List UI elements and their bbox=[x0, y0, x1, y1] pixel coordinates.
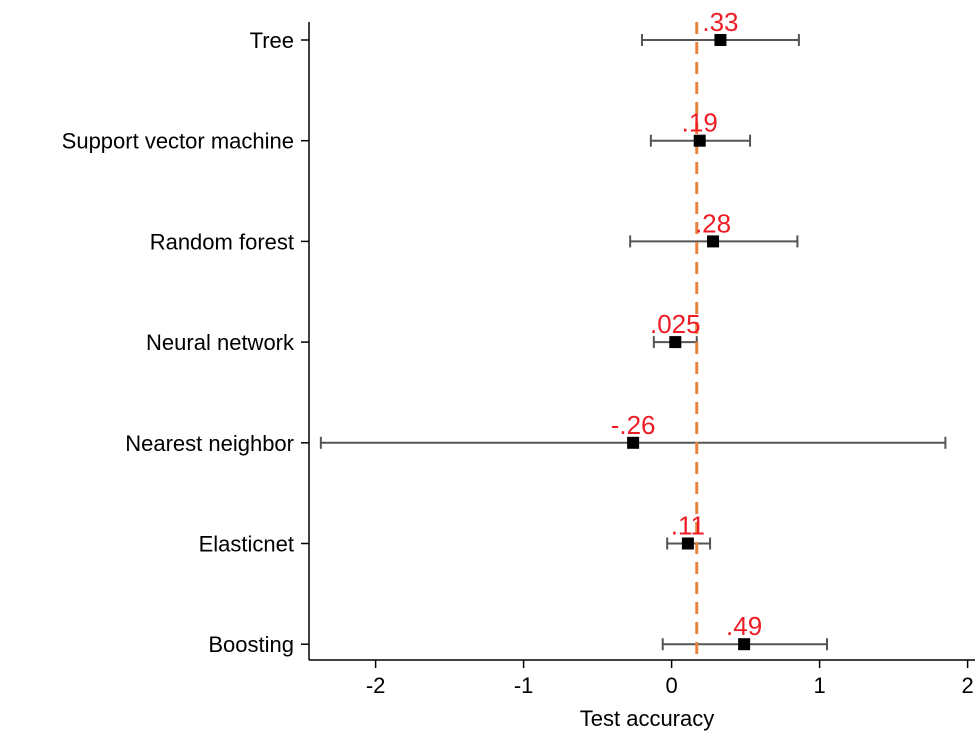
category-label-tree: Tree bbox=[250, 28, 294, 53]
point-estimates bbox=[627, 34, 751, 651]
x-axis-title: Test accuracy bbox=[580, 706, 715, 731]
value-label-support-vector-machine: .19 bbox=[682, 108, 718, 138]
category-label-boosting: Boosting bbox=[208, 632, 294, 657]
x-tick-label: 0 bbox=[665, 673, 677, 698]
point-marker-random-forest bbox=[707, 235, 720, 248]
point-marker-elasticnet bbox=[681, 537, 694, 550]
confidence-intervals bbox=[319, 34, 947, 651]
category-label-nearest-neighbor: Nearest neighbor bbox=[125, 431, 294, 456]
x-tick-label: -2 bbox=[366, 673, 386, 698]
point-marker-neural-network bbox=[669, 336, 682, 349]
x-tick-label: -1 bbox=[514, 673, 534, 698]
value-label-nearest-neighbor: -.26 bbox=[611, 410, 656, 440]
value-label-random-forest: .28 bbox=[695, 208, 731, 238]
value-label-boosting: .49 bbox=[726, 611, 762, 641]
point-marker-support-vector-machine bbox=[693, 134, 706, 147]
point-marker-tree bbox=[714, 34, 727, 46]
value-label-neural-network: .025 bbox=[650, 309, 701, 339]
value-labels: .33 .19 .28 .025 -.26 .11 .49 bbox=[611, 7, 762, 641]
point-marker-nearest-neighbor bbox=[627, 436, 640, 449]
category-label-neural-network: Neural network bbox=[146, 330, 295, 355]
x-tick-label: 1 bbox=[813, 673, 825, 698]
point-marker-boosting bbox=[738, 638, 751, 651]
category-label-elasticnet: Elasticnet bbox=[199, 532, 294, 557]
x-tick-label: 2 bbox=[961, 673, 973, 698]
value-label-elasticnet: .11 bbox=[671, 511, 705, 541]
value-label-tree: .33 bbox=[702, 7, 738, 37]
x-axis: -2 -1 0 1 2 bbox=[309, 659, 975, 698]
category-label-random-forest: Random forest bbox=[150, 229, 294, 254]
category-label-support-vector-machine: Support vector machine bbox=[62, 129, 294, 154]
y-axis: Tree Support vector machine Random forest N… bbox=[62, 22, 310, 660]
